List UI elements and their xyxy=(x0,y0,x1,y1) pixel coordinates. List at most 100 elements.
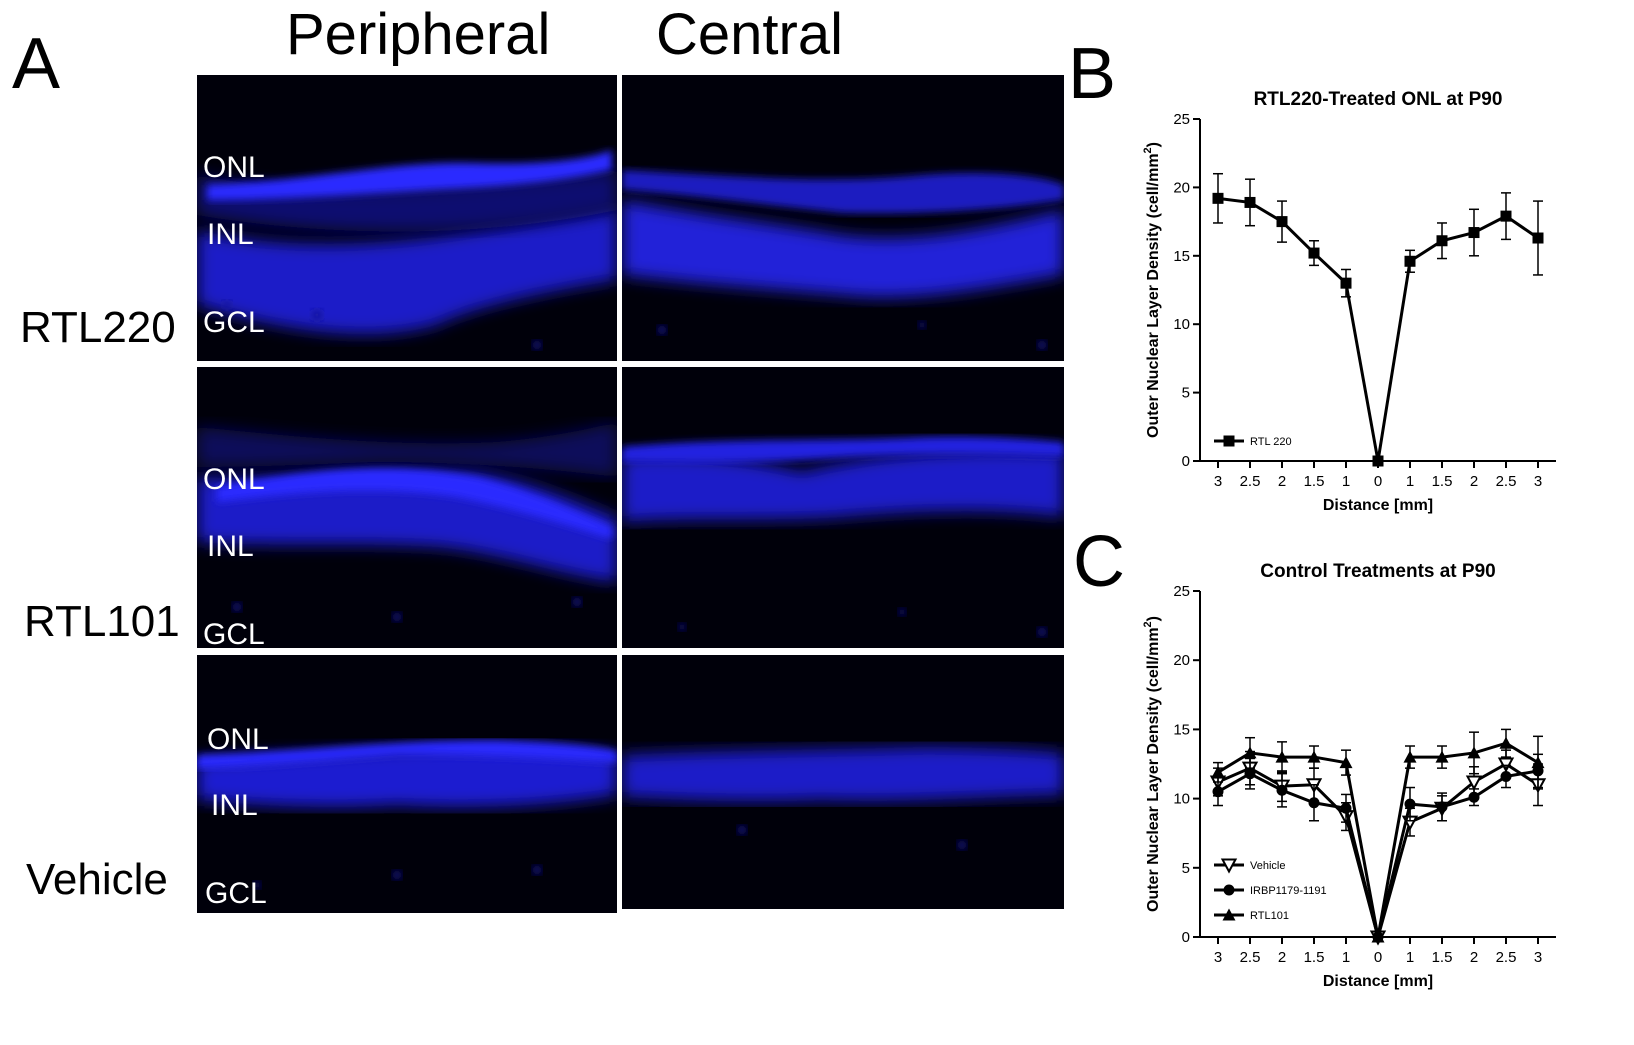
layer-label-gcl: GCL xyxy=(205,877,267,910)
y-tick-label: 0 xyxy=(1182,453,1190,470)
series-0 xyxy=(1212,172,1544,467)
x-tick-label: 2 xyxy=(1470,949,1478,966)
data-point xyxy=(1531,756,1545,769)
data-point xyxy=(1243,746,1257,759)
data-point xyxy=(1467,746,1481,759)
x-axis-title: Distance [mm] xyxy=(1323,497,1433,514)
data-point xyxy=(1212,192,1224,204)
chart-title: RTL220-Treated ONL at P90 xyxy=(1254,89,1503,110)
data-point xyxy=(1339,756,1353,769)
fluorescence-image xyxy=(197,422,617,622)
layer-label-onl: ONL xyxy=(203,151,265,184)
data-point xyxy=(1276,784,1288,796)
x-tick-label: 1 xyxy=(1406,473,1414,490)
data-point xyxy=(1244,196,1256,208)
layer-label-inl: INL xyxy=(207,530,254,563)
x-tick-label: 0 xyxy=(1374,949,1382,966)
legend-label: Vehicle xyxy=(1250,860,1285,872)
y-axis-title: Outer Nuclear Layer Density (cell/mm2) xyxy=(1142,616,1162,912)
y-tick-label: 5 xyxy=(1182,860,1190,877)
data-point xyxy=(1436,801,1448,813)
x-tick-label: 3 xyxy=(1214,949,1222,966)
micrograph-rtl220-peripheral: ONL INL GCL xyxy=(197,75,617,361)
data-point xyxy=(1244,768,1256,780)
data-point xyxy=(1275,750,1289,763)
data-point xyxy=(1465,775,1483,791)
x-tick-label: 2.5 xyxy=(1496,949,1517,966)
row-label-vehicle: Vehicle xyxy=(26,855,168,904)
layer-label-inl: INL xyxy=(207,218,254,251)
x-tick-label: 1.5 xyxy=(1304,473,1325,490)
legend: RTL 220 xyxy=(1214,435,1292,448)
fluorescence-image xyxy=(622,747,1064,850)
data-point xyxy=(1435,750,1449,763)
x-tick-label: 1 xyxy=(1406,949,1414,966)
data-point xyxy=(1497,757,1515,773)
y-axis-title: Outer Nuclear Layer Density (cell/mm2) xyxy=(1142,142,1162,438)
x-tick-label: 2.5 xyxy=(1496,473,1517,490)
legend-marker xyxy=(1223,435,1235,447)
data-point xyxy=(1403,750,1417,763)
row-label-rtl220: RTL220 xyxy=(20,303,176,352)
fluorescence-image xyxy=(197,150,617,350)
legend-marker xyxy=(1223,884,1235,896)
data-point xyxy=(1308,797,1320,809)
legend: Vehicle IRBP1179-1191 RTL101 xyxy=(1214,858,1327,922)
x-tick-label: 2 xyxy=(1278,949,1286,966)
y-tick-label: 15 xyxy=(1173,248,1190,265)
x-tick-label: 2.5 xyxy=(1240,949,1261,966)
data-point xyxy=(1532,232,1544,244)
fluorescence-image xyxy=(197,740,617,889)
data-point xyxy=(1468,227,1480,239)
series-line xyxy=(1217,196,1539,462)
layer-label-onl: ONL xyxy=(203,463,265,496)
data-point xyxy=(1404,798,1416,810)
x-tick-label: 2 xyxy=(1470,473,1478,490)
x-tick-label: 1.5 xyxy=(1432,473,1453,490)
x-tick-label: 1 xyxy=(1342,949,1350,966)
legend-marker xyxy=(1220,858,1238,874)
x-tick-label: 3 xyxy=(1534,949,1542,966)
x-tick-label: 3 xyxy=(1214,473,1222,490)
panel-b-letter: B xyxy=(1068,34,1117,114)
data-point xyxy=(1340,802,1352,814)
y-tick-label: 5 xyxy=(1182,385,1190,402)
data-point xyxy=(1308,247,1320,259)
legend-label: RTL101 xyxy=(1250,910,1289,922)
x-tick-label: 1 xyxy=(1342,473,1350,490)
x-tick-label: 0 xyxy=(1374,473,1382,490)
legend-label: RTL 220 xyxy=(1250,436,1292,448)
micrograph-vehicle-peripheral: ONL INL GCL xyxy=(197,655,617,913)
fluorescence-image xyxy=(622,436,1064,637)
data-point xyxy=(1500,210,1512,222)
y-tick-label: 15 xyxy=(1173,721,1190,738)
row-label-rtl101: RTL101 xyxy=(24,597,180,646)
legend-label: IRBP1179-1191 xyxy=(1250,885,1327,897)
layer-label-inl: INL xyxy=(211,789,258,822)
y-tick-label: 20 xyxy=(1173,179,1190,196)
data-point xyxy=(1372,455,1384,467)
chart-title: Control Treatments at P90 xyxy=(1260,561,1495,582)
data-point xyxy=(1404,255,1416,267)
layer-label-gcl: GCL xyxy=(203,618,265,649)
data-point xyxy=(1371,930,1385,943)
data-point xyxy=(1340,277,1352,289)
legend-marker xyxy=(1222,908,1236,921)
data-point xyxy=(1436,235,1448,247)
micrograph-rtl101-central xyxy=(622,367,1064,648)
x-tick-label: 2 xyxy=(1278,473,1286,490)
micrograph-vehicle-central xyxy=(622,655,1064,909)
y-tick-label: 20 xyxy=(1173,652,1190,669)
x-tick-label: 1.5 xyxy=(1304,949,1325,966)
x-tick-label: 3 xyxy=(1534,473,1542,490)
data-point xyxy=(1212,786,1224,798)
x-tick-label: 2.5 xyxy=(1240,473,1261,490)
micrograph-rtl220-central xyxy=(622,75,1064,361)
layer-label-onl: ONL xyxy=(207,723,269,756)
fluorescence-image xyxy=(622,170,1064,350)
y-tick-label: 25 xyxy=(1173,583,1190,600)
x-axis-title: Distance [mm] xyxy=(1323,973,1433,990)
data-point xyxy=(1499,736,1513,749)
